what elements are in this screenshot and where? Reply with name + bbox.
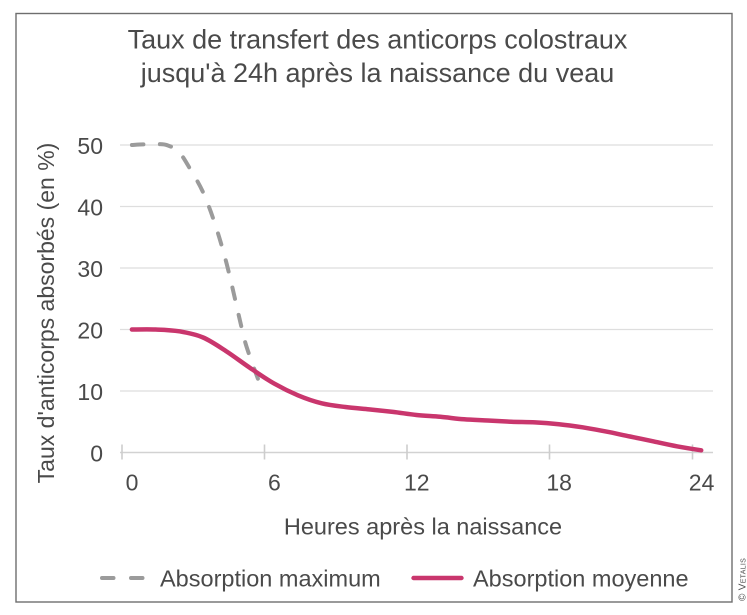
svg-text:30: 30 xyxy=(77,256,103,282)
svg-text:12: 12 xyxy=(404,470,430,496)
svg-text:© Vetalis: © Vetalis xyxy=(738,558,747,601)
svg-text:20: 20 xyxy=(77,318,103,344)
svg-text:Taux d'anticorps absorbés (en: Taux d'anticorps absorbés (en %) xyxy=(33,143,59,484)
svg-text:18: 18 xyxy=(546,470,572,496)
svg-text:40: 40 xyxy=(77,195,103,221)
svg-text:24: 24 xyxy=(689,470,715,496)
svg-text:Absorption maximum: Absorption maximum xyxy=(160,566,381,592)
svg-text:jusqu'à 24h après la naissance: jusqu'à 24h après la naissance du veau xyxy=(140,58,615,88)
svg-text:10: 10 xyxy=(77,379,103,405)
svg-text:0: 0 xyxy=(90,441,103,467)
svg-text:Taux de transfert des anticorp: Taux de transfert des anticorps colostra… xyxy=(128,25,628,55)
svg-text:Heures après la naissance: Heures après la naissance xyxy=(284,514,562,540)
svg-text:0: 0 xyxy=(126,470,139,496)
svg-text:50: 50 xyxy=(77,133,103,159)
svg-text:6: 6 xyxy=(268,470,281,496)
svg-text:Absorption moyenne: Absorption moyenne xyxy=(473,566,689,592)
